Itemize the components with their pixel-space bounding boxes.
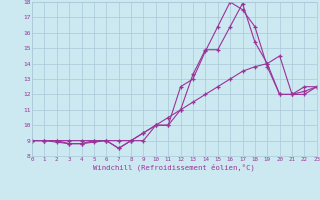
X-axis label: Windchill (Refroidissement éolien,°C): Windchill (Refroidissement éolien,°C) <box>93 164 255 171</box>
